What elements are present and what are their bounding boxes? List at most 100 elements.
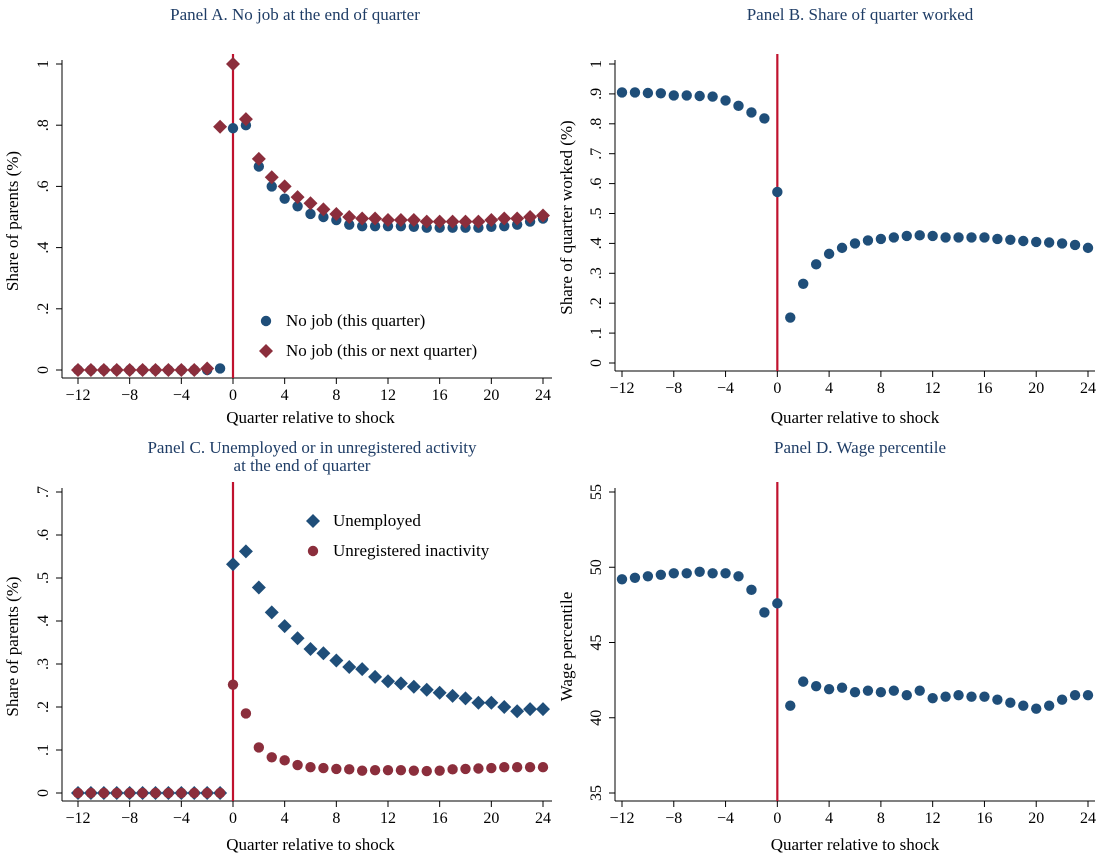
data-point [266, 181, 277, 192]
data-point [226, 57, 240, 71]
data-point [393, 213, 408, 228]
y-tick-label: 1 [588, 60, 605, 68]
y-tick-label: 40 [588, 710, 605, 726]
y-tick-label: .6 [35, 529, 52, 541]
data-point [227, 679, 239, 690]
data-point [227, 123, 239, 134]
data-point [536, 702, 550, 717]
data-point [98, 787, 110, 799]
x-tick-label: −8 [665, 380, 682, 397]
chart-panel-1: Panel A. No job at the end of quarter −12… [3, 5, 552, 427]
data-point [419, 214, 434, 229]
data-point [344, 764, 355, 775]
x-tick-label: 12 [925, 810, 941, 827]
data-point [72, 787, 84, 799]
data-point [305, 208, 316, 220]
y-tick-label: 0 [35, 366, 52, 374]
data-point [201, 787, 213, 799]
data-point [279, 755, 290, 766]
data-point [524, 762, 536, 773]
x-tick-label: −12 [609, 380, 634, 397]
y-tick-label: .6 [35, 180, 52, 192]
y-tick-label: .1 [35, 744, 52, 756]
data-point [329, 206, 344, 221]
data-point [290, 190, 305, 205]
data-point [264, 605, 279, 620]
x-axis-label: Quarter relative to shock [771, 835, 940, 854]
data-point [240, 708, 252, 719]
y-tick-label: .2 [35, 701, 52, 713]
data-point [458, 214, 473, 229]
data-point [1056, 238, 1068, 249]
data-point [279, 193, 290, 204]
y-tick-label: .3 [588, 267, 605, 279]
x-tick-label: −12 [65, 387, 90, 404]
data-point [148, 363, 163, 377]
data-point [798, 676, 809, 687]
x-axis-label: Quarter relative to shock [226, 835, 395, 854]
series-2 [72, 679, 549, 799]
panel-title-line2: at the end of quarter [234, 456, 371, 475]
x-tick-label: −12 [609, 810, 634, 827]
y-tick-label: .8 [35, 119, 52, 131]
data-point [1069, 689, 1081, 701]
panel-title: Panel C. Unemployed or in unregistered a… [147, 438, 477, 457]
legend-label: Unregistered inactivity [333, 541, 490, 560]
data-point [668, 568, 679, 579]
data-point [368, 669, 383, 684]
legend: No job (this quarter) No job (this or nex… [259, 311, 477, 360]
x-tick-label: 24 [535, 387, 551, 404]
data-point [344, 219, 355, 230]
legend-marker [306, 514, 320, 528]
data-point [292, 201, 303, 212]
data-point [772, 598, 783, 609]
data-point [471, 695, 486, 710]
x-tick-label: 24 [1080, 810, 1096, 827]
series-1 [616, 566, 1094, 714]
legend: Unemployed Unregistered inactivity [306, 511, 490, 560]
data-point [914, 685, 925, 696]
y-tick-label: .4 [35, 615, 52, 627]
x-tick-label: 20 [1028, 810, 1044, 827]
x-tick-label: 20 [483, 810, 499, 827]
data-point [966, 691, 977, 702]
x-tick-label: 20 [483, 387, 499, 404]
data-point [176, 787, 187, 799]
data-point [189, 787, 200, 799]
data-point [356, 220, 368, 232]
y-tick-label: .2 [35, 303, 52, 315]
x-tick-label: −4 [717, 810, 734, 827]
data-point [836, 682, 848, 693]
x-tick-label: 12 [380, 810, 396, 827]
chart-panel-4: Panel D. Wage percentile −12 −8 −4 0 4 8 12 16 20… [557, 438, 1096, 854]
data-point [471, 214, 486, 229]
data-point [629, 87, 641, 98]
panel-title: Panel B. Share of quarter worked [747, 5, 974, 24]
data-point [1031, 703, 1042, 714]
data-point [71, 363, 85, 377]
data-point [290, 631, 305, 646]
data-point [536, 208, 550, 223]
x-tick-label: −8 [121, 810, 138, 827]
data-point [264, 170, 279, 185]
x-tick-label: 16 [432, 810, 448, 827]
data-point [1018, 235, 1029, 247]
x-tick-label: 24 [1080, 380, 1096, 397]
y-tick-label: .4 [588, 237, 605, 249]
legend-label: No job (this quarter) [286, 311, 425, 330]
data-point [318, 211, 329, 223]
data-point [303, 196, 318, 211]
y-axis-label: Share of parents (%) [3, 151, 22, 291]
data-point [1069, 239, 1081, 251]
data-point [849, 238, 861, 249]
data-point [355, 662, 370, 677]
data-point [720, 568, 731, 579]
legend-label: Unemployed [333, 511, 421, 530]
x-tick-label: −4 [717, 380, 734, 397]
series-1 [72, 120, 549, 376]
data-point [1082, 242, 1094, 254]
series-1 [71, 544, 550, 800]
data-point [707, 91, 718, 102]
data-point [759, 607, 770, 618]
y-axis-label: Share of parents (%) [3, 576, 22, 716]
